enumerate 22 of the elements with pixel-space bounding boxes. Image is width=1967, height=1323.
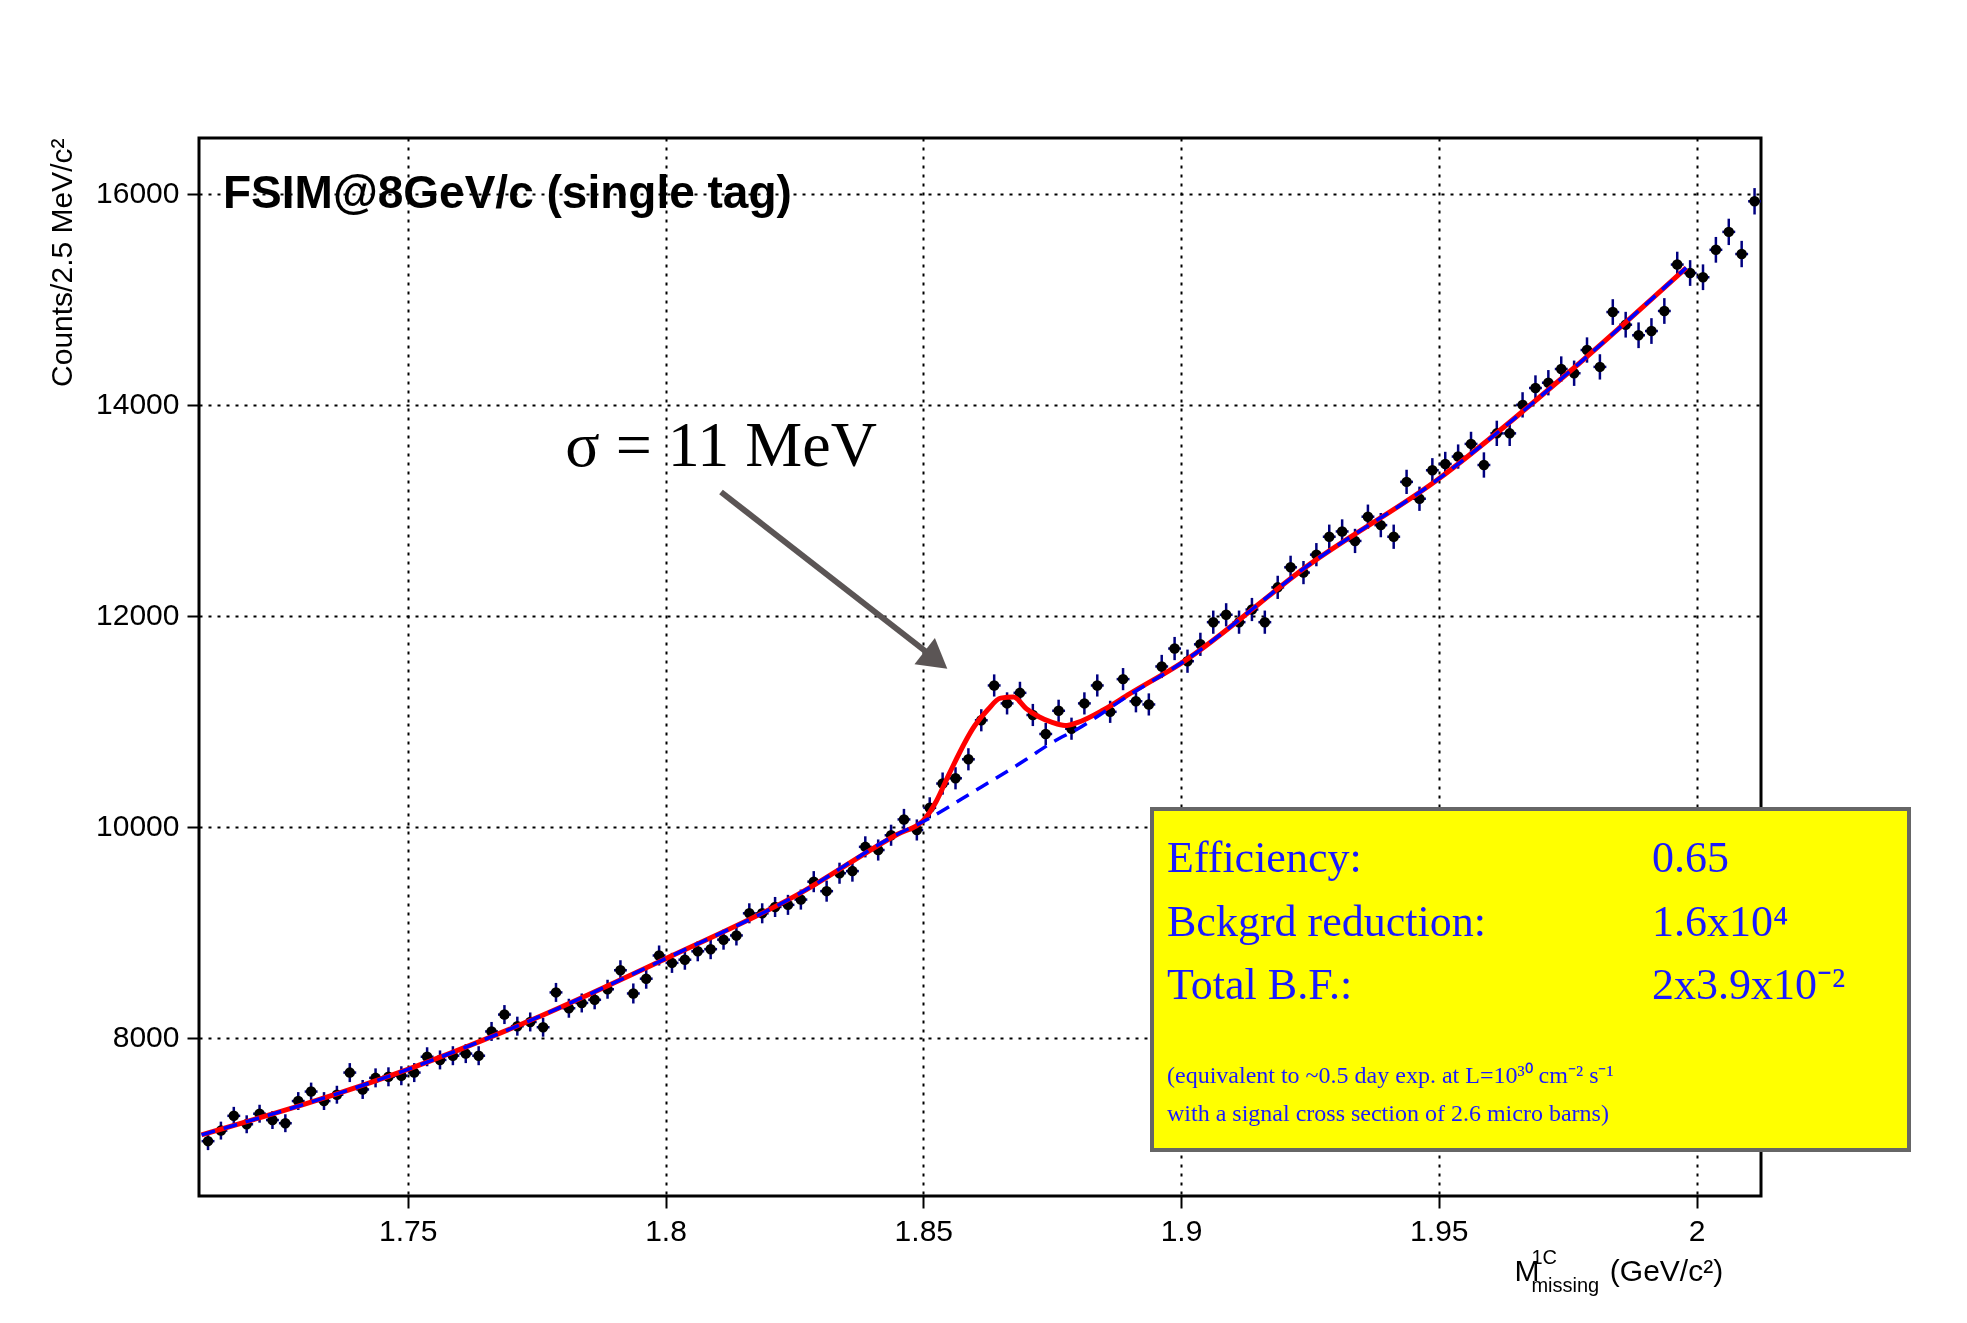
y-tick-label: 16000 xyxy=(96,176,180,210)
y-tick-label: 8000 xyxy=(112,1020,180,1054)
annotation: Efficiency: xyxy=(1167,833,1362,882)
annotation: (equivalent to ~0.5 day exp. at L=10³⁰ cm⁻² s⁻¹ xyxy=(1167,1062,1614,1088)
x-tick-label: 1.85 xyxy=(894,1213,953,1247)
y-tick-label: 14000 xyxy=(96,387,180,421)
y-tick-label: 12000 xyxy=(96,598,180,632)
x-tick-label: 2 xyxy=(1688,1213,1706,1247)
x-tick-label: 1.75 xyxy=(379,1213,438,1247)
y-axis-title: Counts/2.5 MeV/c² xyxy=(45,138,79,387)
annotation: 2x3.9x10⁻² xyxy=(1652,960,1846,1009)
x-tick-label: 1.8 xyxy=(645,1213,687,1247)
annotation: Bckgrd reduction: xyxy=(1167,896,1486,946)
annotation: 1.6x10⁴ xyxy=(1652,896,1789,946)
annotation: with a signal cross section of 2.6 micro barns) xyxy=(1167,1100,1609,1126)
y-tick-label: 10000 xyxy=(96,809,180,843)
text: FSIM@8GeV/c (single tag) xyxy=(223,166,792,218)
x-tick-label: 1.9 xyxy=(1160,1213,1203,1247)
annotation: Total B.F.: xyxy=(1167,960,1353,1009)
annotation: 0.65 xyxy=(1652,833,1729,882)
annotation: σ = 11 MeV xyxy=(565,409,877,480)
x-tick-label: 1.95 xyxy=(1410,1213,1469,1247)
